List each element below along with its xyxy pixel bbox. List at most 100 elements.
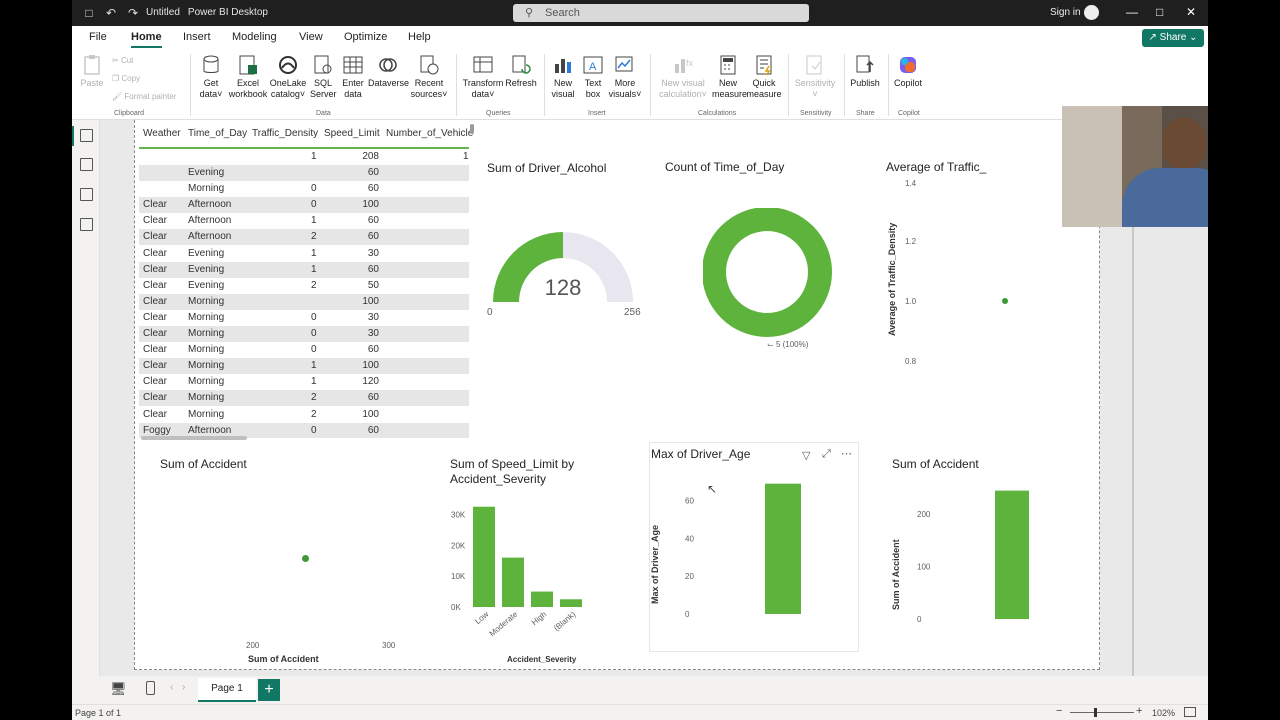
- column-header-number-of-vehicle[interactable]: Number_of_Vehicle: [386, 128, 474, 139]
- refresh-button[interactable]: Refresh: [504, 54, 538, 89]
- gauge-visual[interactable]: 128: [485, 216, 645, 316]
- focus-mode-icon[interactable]: ⤢: [822, 448, 831, 460]
- bar[interactable]: [995, 490, 1029, 619]
- format-painter-button[interactable]: 🖌 Format painter: [112, 92, 176, 101]
- save-icon[interactable]: □: [85, 6, 93, 20]
- new-visual-button[interactable]: New visual: [548, 54, 578, 100]
- bar[interactable]: [560, 599, 582, 607]
- scatter-point[interactable]: [302, 555, 309, 562]
- tab-modeling[interactable]: Modeling: [232, 31, 277, 43]
- get-data-button[interactable]: Get data˅: [196, 54, 226, 100]
- table-row[interactable]: Clear Morning 1 100: [139, 358, 469, 375]
- excel-workbook-button[interactable]: Excel workbook: [228, 54, 268, 100]
- bar-age-chart[interactable]: 60 40 20 0: [655, 476, 835, 656]
- search-box[interactable]: ⚲ Search: [513, 4, 809, 22]
- paste-button[interactable]: Paste: [78, 54, 106, 89]
- table-row[interactable]: Foggy Afternoon 0 60: [139, 422, 469, 438]
- table-view-icon[interactable]: [80, 158, 93, 171]
- table-row[interactable]: Clear Morning 100: [139, 293, 469, 310]
- sql-server-button[interactable]: SQL Server: [310, 54, 337, 100]
- bar[interactable]: [531, 591, 553, 607]
- account-icon[interactable]: [1084, 5, 1099, 20]
- new-measure-button[interactable]: New measure: [712, 54, 747, 100]
- new-visual-calculation-button[interactable]: fx New visual calculation˅: [656, 54, 710, 100]
- canvas-vertical-scrollbar[interactable]: [1132, 120, 1134, 676]
- filter-icon[interactable]: ▽: [802, 450, 811, 462]
- fit-to-page-icon[interactable]: [1184, 707, 1196, 717]
- share-button[interactable]: ↗ Share ⌄: [1142, 29, 1204, 47]
- zoom-slider-track[interactable]: [1070, 712, 1134, 713]
- table-row[interactable]: Clear Afternoon 1 60: [139, 213, 469, 229]
- publish-button[interactable]: Publish: [848, 54, 882, 89]
- dax-query-view-icon[interactable]: [80, 218, 93, 231]
- column-header-traffic-density[interactable]: Traffic_Density: [252, 128, 319, 139]
- copy-button[interactable]: ❐ Copy: [112, 74, 140, 83]
- add-page-button[interactable]: +: [258, 679, 280, 701]
- tab-help[interactable]: Help: [408, 31, 431, 43]
- table-row[interactable]: Evening 60: [139, 165, 469, 181]
- table-row[interactable]: Clear Morning 2 60: [139, 390, 469, 407]
- zoom-slider-thumb[interactable]: [1094, 708, 1097, 717]
- tab-view[interactable]: View: [299, 31, 323, 43]
- column-header-speed-limit[interactable]: Speed_Limit: [324, 128, 380, 139]
- bar[interactable]: [765, 483, 801, 614]
- zoom-out-icon[interactable]: −: [1056, 705, 1063, 717]
- table-horizontal-scrollbar[interactable]: [141, 436, 247, 440]
- desktop-layout-icon[interactable]: 🖥: [110, 681, 127, 696]
- scatter-point[interactable]: [1002, 298, 1008, 304]
- recent-sources-button[interactable]: Recent sources˅: [410, 54, 448, 100]
- redo-icon[interactable]: ↷: [127, 6, 139, 20]
- donut-slice[interactable]: [703, 208, 832, 337]
- report-view-icon[interactable]: [80, 129, 93, 142]
- table-row[interactable]: Clear Morning 0 60: [139, 342, 469, 358]
- tab-file[interactable]: File: [89, 31, 107, 43]
- bar[interactable]: [473, 506, 495, 607]
- table-row[interactable]: Clear Morning 0 30: [139, 310, 469, 326]
- table-visual[interactable]: Weather Time_of_Day Traffic_Density Spee…: [139, 122, 474, 438]
- table-row[interactable]: Clear Evening 2 50: [139, 278, 469, 294]
- model-view-icon[interactable]: [80, 188, 93, 201]
- table-row[interactable]: Clear Morning 1 120: [139, 374, 469, 390]
- more-visuals-button[interactable]: More visuals˅: [608, 54, 642, 100]
- table-row[interactable]: Clear Afternoon 0 100: [139, 197, 469, 214]
- copilot-button[interactable]: Copilot: [890, 54, 926, 89]
- table-row[interactable]: Clear Evening 1 60: [139, 261, 469, 278]
- zoom-in-icon[interactable]: +: [1136, 705, 1143, 717]
- table-row[interactable]: Clear Evening 1 30: [139, 246, 469, 262]
- table-row[interactable]: Clear Morning 0 30: [139, 326, 469, 342]
- sensitivity-button[interactable]: Sensitivity ˅: [792, 54, 838, 100]
- text-box-button[interactable]: A Text box: [580, 54, 606, 100]
- bar-accident-chart[interactable]: 200 100 0: [905, 480, 1055, 660]
- more-options-icon[interactable]: ⋯: [841, 448, 852, 460]
- maximize-icon[interactable]: □: [1156, 5, 1164, 19]
- tab-home[interactable]: Home: [131, 31, 162, 48]
- enter-data-button[interactable]: Enter data: [340, 54, 366, 100]
- scroll-left-icon[interactable]: ‹: [170, 682, 174, 693]
- page-tab-1[interactable]: Page 1: [198, 678, 256, 702]
- quick-measure-button[interactable]: Quick measure: [746, 54, 782, 100]
- scroll-right-icon[interactable]: ›: [182, 682, 186, 693]
- table-row[interactable]: Morning 0 60: [139, 181, 469, 197]
- dataverse-button[interactable]: Dataverse: [368, 54, 409, 89]
- cut-button[interactable]: ✂ Cut: [112, 56, 133, 65]
- new-visual-label-1: New: [553, 78, 572, 88]
- onelake-catalog-button[interactable]: OneLake catalog˅: [268, 54, 308, 100]
- donut-visual[interactable]: [703, 208, 833, 338]
- table-row[interactable]: 1 208 1: [139, 149, 469, 165]
- column-header-time-of-day[interactable]: Time_of_Day: [188, 128, 248, 139]
- undo-icon[interactable]: ↶: [105, 6, 117, 20]
- close-icon[interactable]: ✕: [1186, 5, 1197, 19]
- tab-insert[interactable]: Insert: [183, 31, 211, 43]
- column-header-weather[interactable]: Weather: [143, 128, 181, 139]
- bar[interactable]: [502, 557, 524, 607]
- table-row[interactable]: Clear Morning 2 100: [139, 407, 469, 423]
- minimize-icon[interactable]: —: [1126, 5, 1138, 19]
- table-row[interactable]: Clear Afternoon 2 60: [139, 229, 469, 246]
- mobile-layout-icon[interactable]: [146, 681, 155, 695]
- sign-in-link[interactable]: Sign in: [1050, 7, 1081, 18]
- table-vertical-scrollbar[interactable]: [470, 124, 474, 134]
- transform-data-button[interactable]: Transform data˅: [462, 54, 504, 100]
- tab-optimize[interactable]: Optimize: [344, 31, 388, 43]
- bar-age-visual-frame[interactable]: [649, 442, 859, 652]
